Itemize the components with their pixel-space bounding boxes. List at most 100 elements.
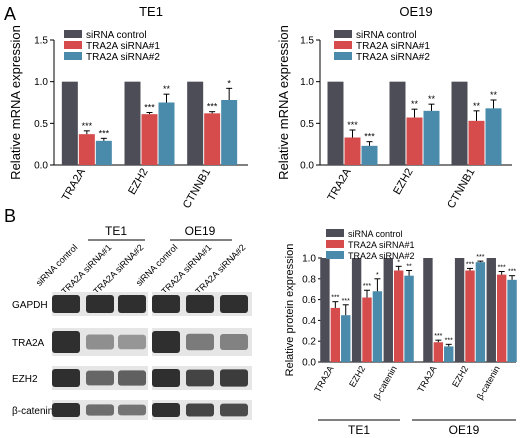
bar: [393, 270, 404, 362]
bar: [158, 102, 175, 165]
blot-band: [220, 295, 248, 313]
y-tick-label: 1.0: [300, 77, 314, 88]
legend-swatch: [64, 52, 82, 60]
bar: [406, 117, 423, 165]
blot-row-label: TRA2A: [12, 338, 45, 349]
legend-swatch: [64, 30, 82, 38]
significance-label: ***: [434, 333, 442, 340]
significance-label: ***: [331, 295, 339, 302]
x-tick-label: EZH2: [347, 364, 367, 389]
blot-band: [186, 369, 214, 387]
blot-band: [152, 369, 180, 387]
legend-swatch: [326, 229, 344, 237]
bar: [383, 258, 393, 362]
blot-band: [118, 334, 146, 350]
bar: [361, 145, 378, 165]
y-tick-label: 0.0: [34, 161, 48, 172]
significance-label: **: [163, 84, 171, 94]
bar: [372, 291, 383, 362]
bar: [485, 108, 502, 165]
y-tick-label: 0.6: [302, 295, 316, 306]
blot-group-oe19: OE19: [185, 224, 216, 238]
blot-group-te1: TE1: [105, 224, 127, 238]
chart-mrna-oe19: 0.0 0.5 1.0 1.5 Relative mRNA expression OE19…: [276, 4, 512, 211]
blot-band: [220, 369, 248, 387]
significance-label: ***: [364, 132, 375, 142]
legend-label: siRNA control: [348, 229, 403, 239]
bar: [444, 346, 454, 362]
blot-band: [220, 403, 248, 417]
blot-band: [52, 295, 80, 313]
x-tick-label: TRA2A: [60, 166, 88, 203]
y-tick-label: 1.5: [34, 36, 48, 47]
legend-label: TRA2A siRNA#2: [86, 52, 160, 63]
significance-label: **: [406, 263, 412, 270]
y-axis-label: Relative mRNA expression: [276, 25, 291, 180]
bar: [475, 262, 486, 362]
bar: [141, 114, 158, 165]
chart-protein-expression: 0.0 0.2 0.4 0.6 0.8 1.0 Relative protein expre…: [284, 229, 517, 437]
blot-band: [186, 333, 214, 351]
x-tick-label: β-catenin: [372, 364, 399, 401]
legend-label: siRNA control: [356, 30, 417, 41]
blot-row-label: GAPDH: [12, 300, 48, 311]
blot-band: [52, 403, 80, 417]
chart-mrna-te1: 0.0 0.5 1.0 1.5 Relative mRNA expression TE1 *…: [8, 4, 248, 211]
bar: [423, 258, 433, 362]
bar: [454, 258, 465, 362]
y-tick-label: 0.5: [300, 119, 314, 130]
bar: [465, 270, 475, 362]
bar: [327, 81, 344, 165]
bar: [61, 81, 78, 165]
significance-label: ***: [207, 102, 218, 112]
blot-band: [186, 295, 214, 313]
bar: [344, 137, 361, 165]
y-tick-label: 0.4: [302, 316, 316, 327]
y-axis-label: Relative protein expression: [284, 244, 296, 377]
significance-label: **: [428, 94, 436, 104]
y-tick-label: 0.0: [302, 358, 316, 369]
significance-label: **: [411, 99, 419, 109]
bar: [78, 134, 95, 165]
x-tick-label: TRA2A: [312, 364, 335, 394]
x-tick-label: TRA2A: [415, 364, 438, 394]
blot-band: [118, 404, 146, 416]
chart-title: TE1: [139, 4, 163, 19]
significance-label: *: [376, 272, 379, 279]
y-tick-label: 0.0: [300, 161, 314, 172]
bar: [351, 258, 362, 362]
x-tick-label: EZH2: [391, 167, 415, 197]
significance-label: *: [397, 259, 400, 266]
bar: [433, 342, 444, 362]
significance-label: **: [490, 90, 498, 100]
bar: [423, 110, 440, 165]
significance-label: **: [473, 101, 481, 111]
x-tick-label: TRA2A: [325, 166, 353, 203]
panel-label-a: A: [4, 4, 16, 24]
blot-band: [152, 331, 180, 353]
blot-band: [52, 331, 80, 353]
legend-label: TRA2A siRNA#2: [356, 52, 430, 63]
legend-swatch: [64, 41, 82, 49]
legend-label: TRA2A siRNA#1: [86, 41, 160, 52]
bar: [95, 140, 112, 165]
legend-swatch: [326, 240, 344, 248]
y-axis-label: Relative mRNA expression: [8, 25, 23, 180]
blot-band: [86, 334, 114, 350]
bar: [507, 279, 517, 362]
blot-band: [186, 403, 214, 417]
blot-band: [52, 369, 80, 387]
blot-band: [152, 295, 180, 313]
bar: [468, 120, 485, 165]
x-tick-label: CTNNB1: [181, 167, 213, 211]
legend-label: TRA2A siRNA#1: [356, 41, 430, 52]
bar: [496, 274, 507, 362]
y-tick-label: 1.0: [34, 77, 48, 88]
blot-band: [86, 370, 114, 386]
x-tick-label: CTNNB1: [445, 167, 477, 211]
y-tick-label: 0.5: [34, 119, 48, 130]
y-tick-label: 1.5: [300, 36, 314, 47]
x-tick-label: EZH2: [450, 364, 470, 389]
